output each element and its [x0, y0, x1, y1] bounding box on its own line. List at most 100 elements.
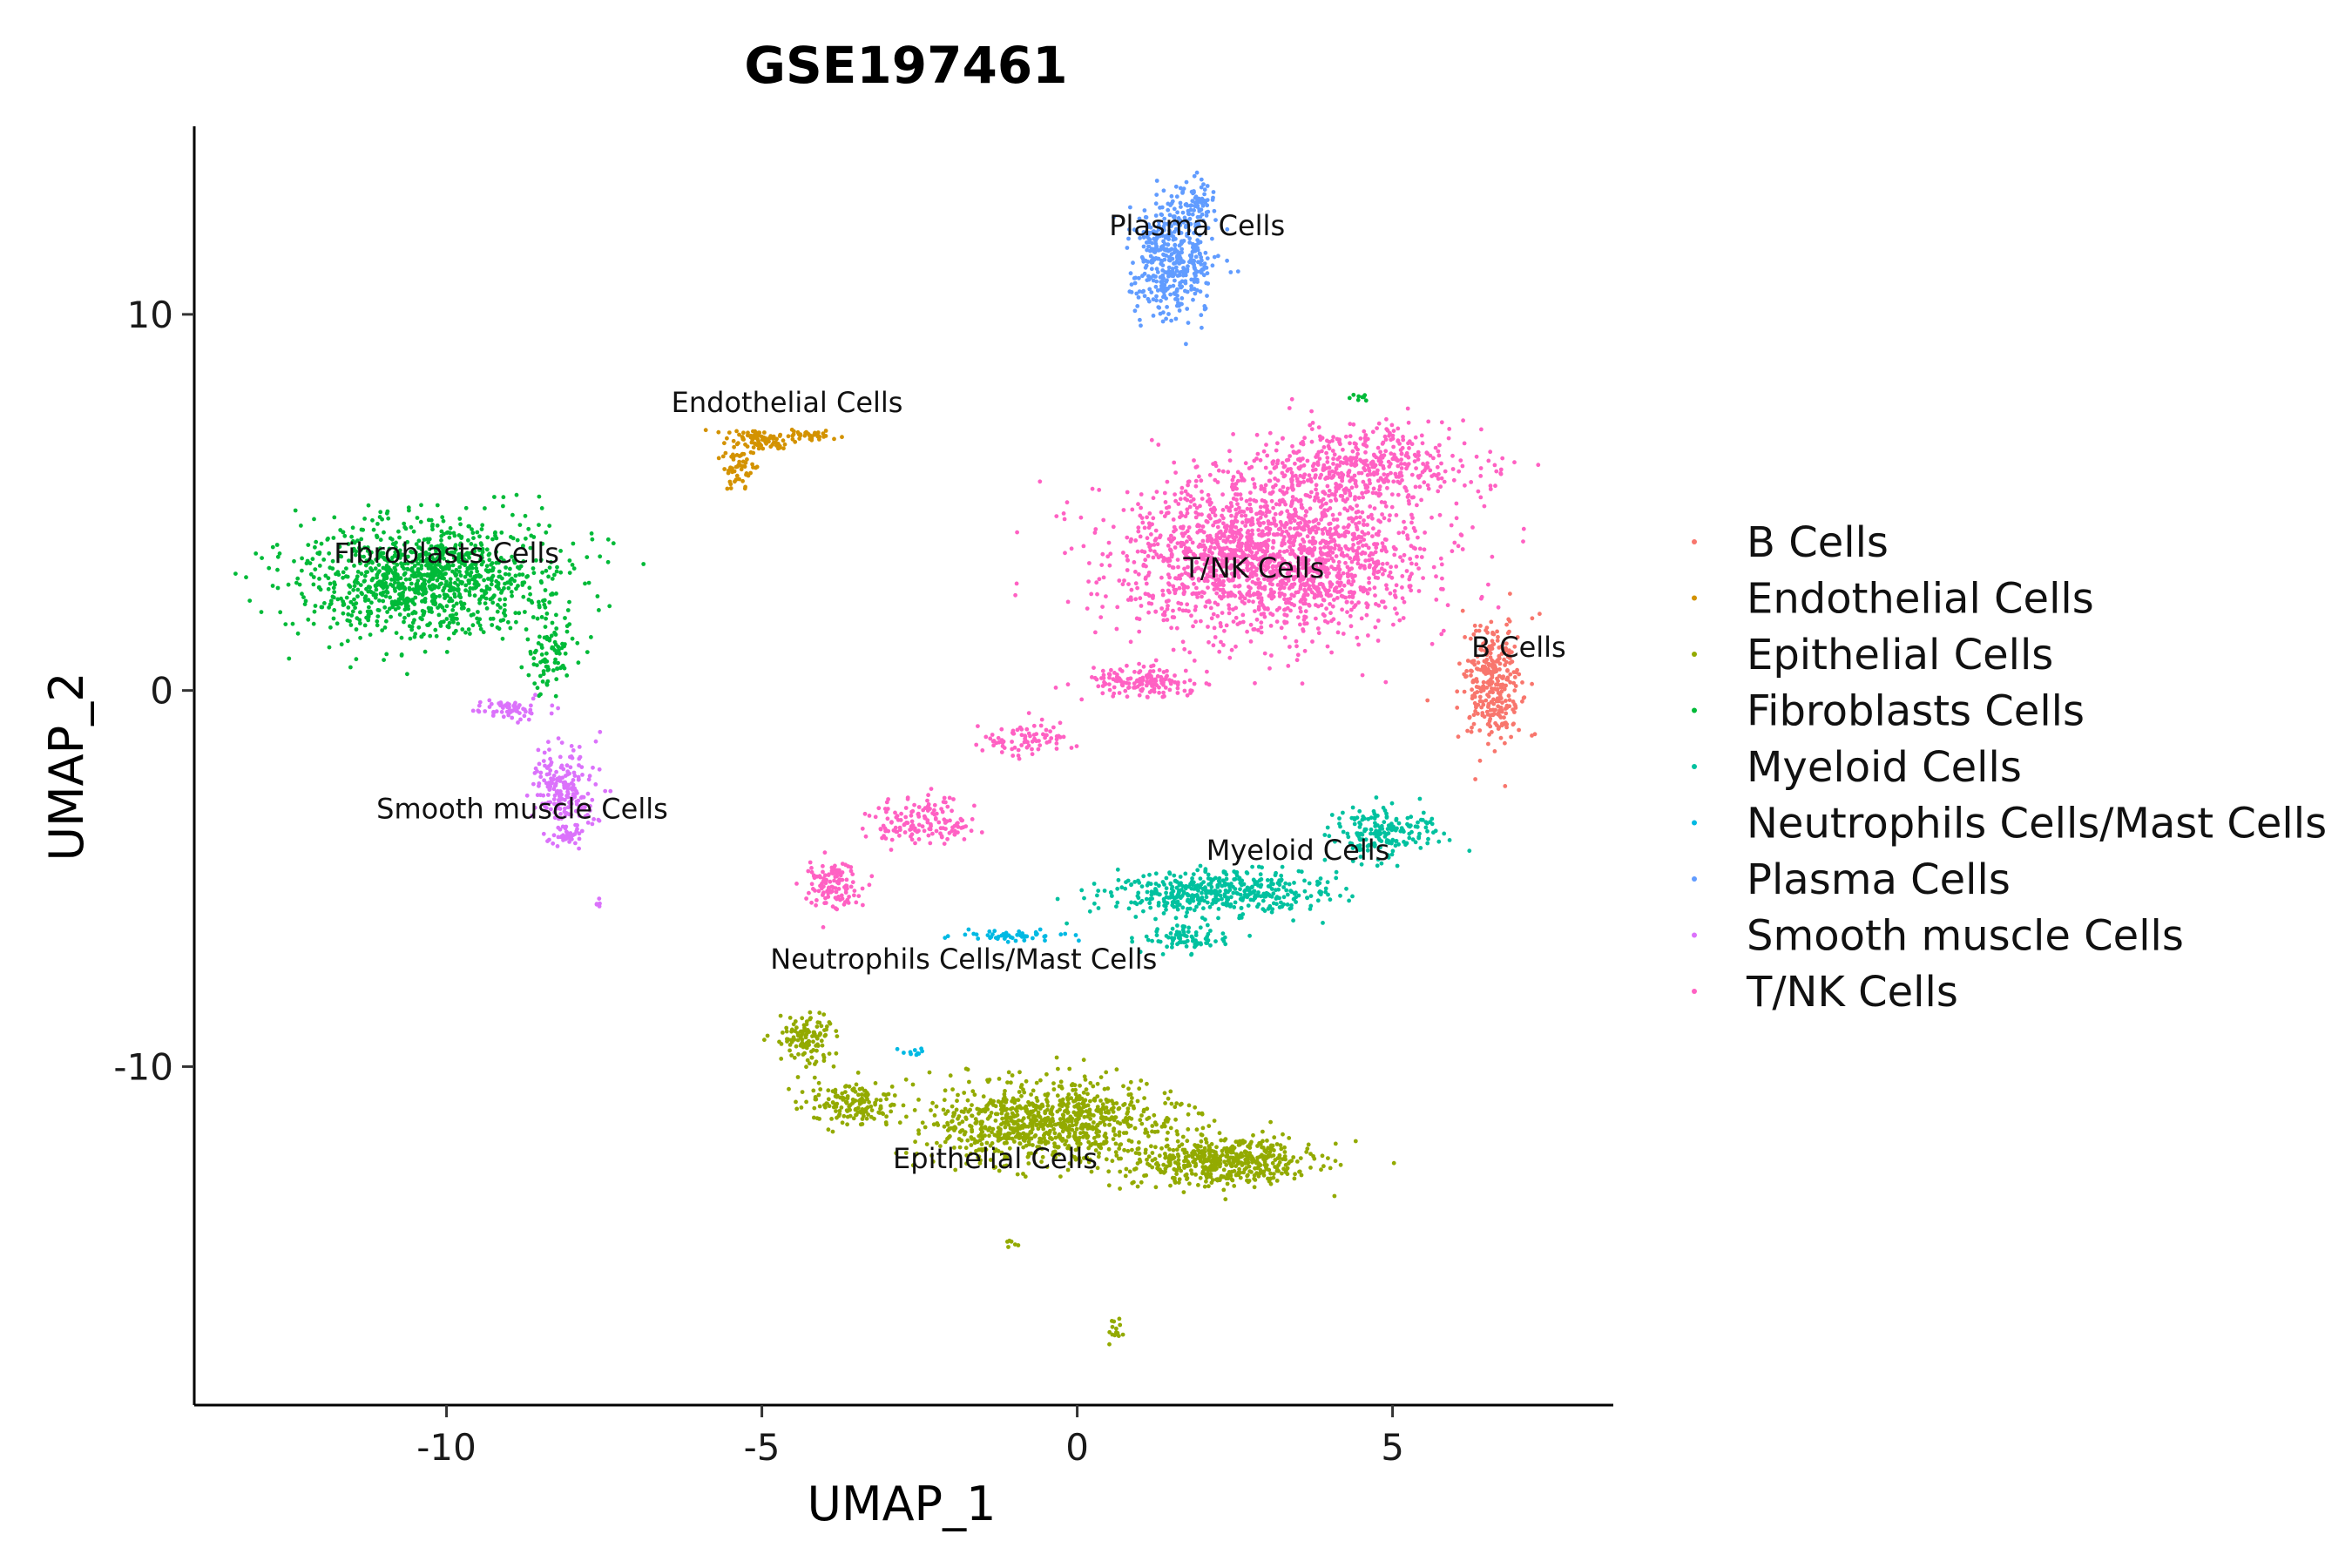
data-point	[332, 580, 337, 585]
data-point	[1147, 872, 1152, 877]
data-point	[1125, 878, 1131, 883]
data-point	[328, 565, 333, 571]
data-point	[1217, 1131, 1222, 1136]
data-point	[561, 767, 566, 772]
data-point	[953, 1167, 958, 1173]
data-point	[1371, 808, 1376, 814]
data-point	[1124, 1131, 1129, 1135]
data-point	[1281, 1157, 1285, 1162]
data-point	[1285, 1166, 1290, 1171]
data-point	[501, 706, 505, 710]
data-point	[517, 711, 522, 715]
data-point	[1289, 902, 1294, 908]
data-point	[1115, 886, 1120, 891]
data-point	[1081, 1090, 1086, 1095]
data-point	[974, 1148, 978, 1153]
data-point	[1460, 608, 1465, 613]
data-point	[1067, 1066, 1072, 1071]
data-point	[819, 1024, 824, 1029]
data-point	[542, 750, 547, 755]
data-point	[367, 605, 371, 610]
data-point	[533, 693, 537, 698]
data-point	[1082, 896, 1086, 901]
data-point	[564, 629, 570, 634]
data-point	[441, 518, 446, 524]
data-point	[834, 1051, 839, 1056]
data-point	[1088, 1117, 1093, 1121]
data-point	[1508, 591, 1512, 596]
data-point	[1138, 1118, 1143, 1123]
data-point	[1065, 1110, 1071, 1115]
data-point	[593, 782, 598, 787]
data-point	[1144, 934, 1149, 939]
data-point	[327, 645, 332, 650]
data-point	[1031, 1088, 1036, 1093]
data-point	[1168, 931, 1173, 936]
data-point	[1291, 918, 1295, 923]
data-point	[1105, 1109, 1111, 1113]
data-point	[1237, 876, 1241, 882]
data-point	[1167, 1147, 1172, 1152]
data-point	[1132, 1179, 1136, 1185]
data-point	[428, 585, 433, 591]
data-point	[1396, 821, 1402, 826]
data-point	[526, 598, 531, 602]
data-point	[1186, 1153, 1191, 1159]
data-point	[411, 529, 416, 534]
data-point	[737, 476, 741, 482]
data-point	[1017, 1141, 1023, 1146]
data-point	[840, 1091, 845, 1096]
data-point	[781, 446, 786, 451]
data-point	[1102, 1122, 1107, 1127]
data-point	[1185, 1164, 1190, 1168]
data-point	[800, 1016, 805, 1021]
data-point	[443, 571, 448, 576]
data-point	[776, 446, 781, 451]
data-point	[546, 740, 551, 745]
data-point	[1205, 184, 1210, 188]
data-point	[1139, 1121, 1145, 1126]
data-point	[453, 616, 457, 621]
data-point	[1106, 1098, 1112, 1104]
data-point	[495, 625, 500, 630]
data-point	[1468, 636, 1473, 641]
data-point	[1093, 1139, 1098, 1145]
data-point	[451, 631, 456, 636]
data-point	[368, 632, 373, 637]
data-point	[572, 774, 578, 778]
data-point	[1095, 1081, 1100, 1086]
data-point	[964, 1161, 969, 1166]
data-point	[345, 574, 350, 579]
data-point	[983, 1125, 988, 1131]
data-point	[365, 609, 370, 614]
data-point	[1304, 1150, 1309, 1154]
data-point	[1476, 685, 1481, 690]
data-point	[1141, 244, 1146, 249]
data-point	[938, 1144, 943, 1149]
data-point	[781, 438, 786, 443]
data-point	[1405, 821, 1409, 827]
data-point	[1040, 1104, 1045, 1109]
data-point	[1132, 308, 1138, 314]
data-point	[483, 709, 488, 713]
data-point	[355, 574, 360, 579]
data-point	[1296, 893, 1301, 898]
data-point	[1114, 1067, 1119, 1072]
data-point	[419, 503, 423, 508]
data-point	[1164, 907, 1168, 912]
data-point	[1357, 825, 1362, 829]
data-point	[550, 577, 555, 581]
data-point	[567, 558, 572, 563]
data-point	[1260, 1145, 1264, 1150]
data-point	[428, 633, 433, 639]
data-point	[1262, 909, 1267, 913]
data-point	[317, 564, 322, 568]
data-point	[762, 1037, 767, 1043]
data-point	[394, 602, 399, 607]
data-point	[1173, 265, 1179, 270]
data-point	[837, 1108, 842, 1113]
data-point	[1225, 1154, 1230, 1159]
data-point	[587, 774, 592, 779]
data-point	[822, 1028, 827, 1032]
data-point	[1492, 670, 1497, 674]
